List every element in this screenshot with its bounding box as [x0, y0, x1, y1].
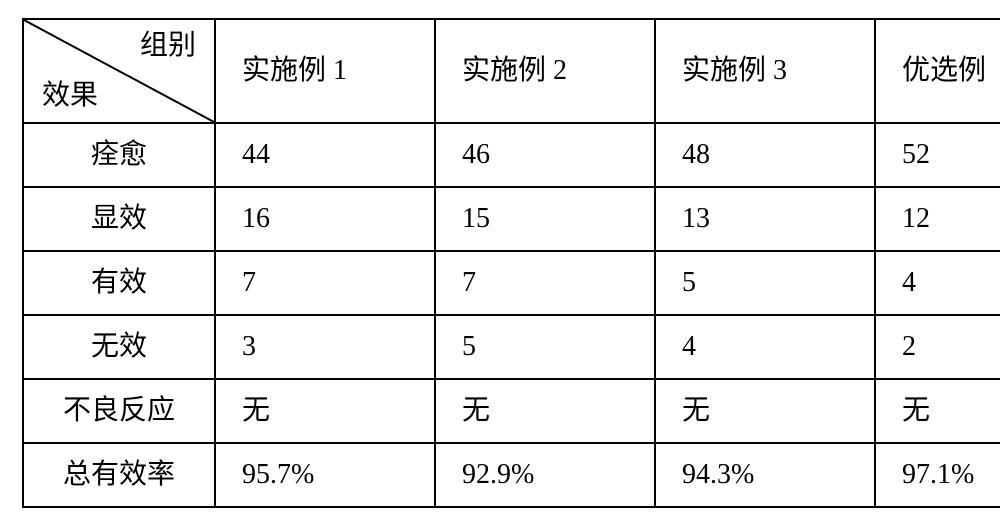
cell-value: 46 — [435, 123, 655, 187]
cell-value: 13 — [655, 187, 875, 251]
table-row: 显效 16 15 13 12 — [23, 187, 1000, 251]
col-header-example1: 实施例 1 — [215, 19, 435, 123]
cell-value: 3 — [215, 315, 435, 379]
cell-value: 44 — [215, 123, 435, 187]
cell-value: 94.3% — [655, 443, 875, 507]
cell-value: 5 — [655, 251, 875, 315]
cell-value: 12 — [875, 187, 1000, 251]
row-label: 痊愈 — [23, 123, 215, 187]
cell-value: 15 — [435, 187, 655, 251]
table-row: 有效 7 7 5 4 — [23, 251, 1000, 315]
cell-value: 4 — [655, 315, 875, 379]
cell-value: 7 — [435, 251, 655, 315]
cell-value: 95.7% — [215, 443, 435, 507]
diagonal-header-cell: 组别 效果 — [23, 19, 215, 123]
cell-value: 97.1% — [875, 443, 1000, 507]
cell-value: 无 — [435, 379, 655, 443]
cell-value: 无 — [215, 379, 435, 443]
cell-value: 16 — [215, 187, 435, 251]
row-label: 有效 — [23, 251, 215, 315]
row-label: 显效 — [23, 187, 215, 251]
row-label: 不良反应 — [23, 379, 215, 443]
cell-value: 7 — [215, 251, 435, 315]
cell-value: 52 — [875, 123, 1000, 187]
table-header-row: 组别 效果 实施例 1 实施例 2 实施例 3 优选例 — [23, 19, 1000, 123]
table-row: 痊愈 44 46 48 52 — [23, 123, 1000, 187]
col-header-preferred: 优选例 — [875, 19, 1000, 123]
cell-value: 2 — [875, 315, 1000, 379]
cell-value: 无 — [875, 379, 1000, 443]
col-header-example3: 实施例 3 — [655, 19, 875, 123]
row-label: 总有效率 — [23, 443, 215, 507]
diag-top-label: 组别 — [140, 28, 196, 64]
cell-value: 4 — [875, 251, 1000, 315]
table-row: 无效 3 5 4 2 — [23, 315, 1000, 379]
col-header-example2: 实施例 2 — [435, 19, 655, 123]
cell-value: 48 — [655, 123, 875, 187]
row-label: 无效 — [23, 315, 215, 379]
cell-value: 无 — [655, 379, 875, 443]
table-row: 总有效率 95.7% 92.9% 94.3% 97.1% — [23, 443, 1000, 507]
table-row: 不良反应 无 无 无 无 — [23, 379, 1000, 443]
cell-value: 5 — [435, 315, 655, 379]
cell-value: 92.9% — [435, 443, 655, 507]
efficacy-table: 组别 效果 实施例 1 实施例 2 实施例 3 优选例 痊愈 44 46 48 … — [22, 18, 1000, 508]
diag-bottom-label: 效果 — [42, 78, 98, 114]
